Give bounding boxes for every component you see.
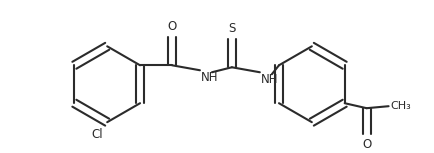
Text: NH: NH xyxy=(261,73,278,86)
Text: NH: NH xyxy=(201,71,218,84)
Text: O: O xyxy=(168,20,177,33)
Text: O: O xyxy=(362,138,371,151)
Text: Cl: Cl xyxy=(92,128,103,141)
Text: S: S xyxy=(228,22,236,35)
Text: CH₃: CH₃ xyxy=(391,101,411,111)
